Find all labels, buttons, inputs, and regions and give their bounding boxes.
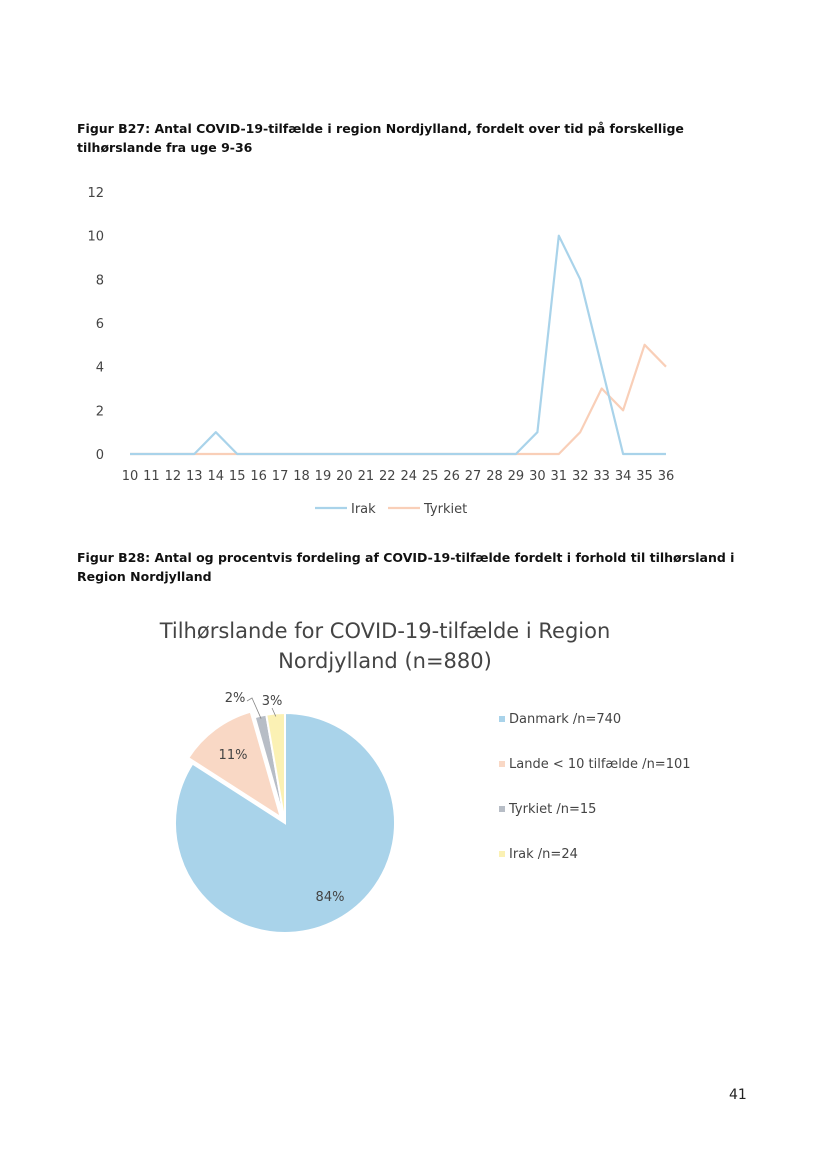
pie-data-label-tyrkiet: 2% bbox=[225, 691, 246, 706]
x-tick-label: 15 bbox=[229, 469, 246, 484]
x-tick-label: 31 bbox=[551, 469, 568, 484]
x-tick-label: 24 bbox=[400, 469, 417, 484]
legend-swatch-danmark bbox=[499, 716, 505, 722]
pie-data-label-lande-under-10: 11% bbox=[219, 748, 248, 763]
pie-data-label-danmark: 84% bbox=[316, 890, 345, 905]
x-tick-label: 28 bbox=[486, 469, 503, 484]
pie-slice-irak bbox=[265, 711, 286, 824]
legend-swatch-lande-under-10 bbox=[499, 761, 505, 767]
x-tick-label: 11 bbox=[143, 469, 160, 484]
x-tick-label: 13 bbox=[186, 469, 203, 484]
y-tick-label: 8 bbox=[96, 273, 104, 288]
x-tick-label: 36 bbox=[658, 469, 675, 484]
legend-label-tyrkiet: Tyrkiet /n=15 bbox=[508, 802, 596, 817]
x-tick-label: 33 bbox=[593, 469, 610, 484]
page-number: 41 bbox=[729, 1087, 747, 1103]
x-tick-label: 17 bbox=[272, 469, 289, 484]
pie-chart: Tilhørslande for COVID-19-tilfælde i Reg… bbox=[159, 619, 691, 934]
series-line-irak bbox=[130, 234, 666, 456]
x-tick-label: 32 bbox=[572, 469, 589, 484]
legend-label-lande-under-10: Lande < 10 tilfælde /n=101 bbox=[509, 757, 691, 772]
legend-label-irak: Irak bbox=[351, 502, 376, 517]
x-tick-label: 35 bbox=[636, 469, 653, 484]
x-tick-label: 16 bbox=[250, 469, 267, 484]
pie-chart-title-line2: Nordjylland (n=880) bbox=[278, 649, 492, 673]
x-tick-label: 21 bbox=[358, 469, 375, 484]
leader-line-irak bbox=[271, 707, 277, 717]
x-tick-label: 22 bbox=[379, 469, 396, 484]
x-tick-label: 27 bbox=[465, 469, 482, 484]
y-tick-label: 12 bbox=[87, 186, 104, 201]
legend-label-tyrkiet: Tyrkiet bbox=[423, 502, 467, 517]
legend-swatch-tyrkiet bbox=[499, 806, 505, 812]
y-tick-label: 0 bbox=[96, 448, 104, 463]
x-tick-label: 34 bbox=[615, 469, 632, 484]
pie-chart-title-line1: Tilhørslande for COVID-19-tilfælde i Reg… bbox=[159, 619, 611, 643]
figure-b27-caption: Figur B27: Antal COVID-19-tilfælde i reg… bbox=[77, 121, 684, 155]
pie-data-label-irak: 3% bbox=[262, 694, 283, 709]
x-tick-label: 25 bbox=[422, 469, 439, 484]
x-tick-label: 29 bbox=[508, 469, 525, 484]
x-tick-label: 10 bbox=[122, 469, 139, 484]
x-tick-label: 18 bbox=[293, 469, 310, 484]
leader-line-tyrkiet bbox=[246, 697, 262, 719]
y-tick-label: 6 bbox=[96, 317, 104, 332]
pie-slice-lande-under-10 bbox=[186, 710, 283, 820]
legend-label-danmark: Danmark /n=740 bbox=[509, 712, 621, 727]
x-tick-label: 26 bbox=[443, 469, 460, 484]
figure-b28-caption: Figur B28: Antal og procentvis fordeling… bbox=[77, 550, 735, 584]
y-tick-label: 4 bbox=[96, 361, 104, 376]
x-tick-label: 12 bbox=[165, 469, 182, 484]
y-tick-label: 2 bbox=[96, 404, 104, 419]
x-tick-label: 30 bbox=[529, 469, 546, 484]
y-tick-label: 10 bbox=[87, 230, 104, 245]
x-tick-label: 14 bbox=[207, 469, 224, 484]
x-tick-label: 20 bbox=[336, 469, 353, 484]
legend-swatch-irak bbox=[499, 851, 505, 857]
x-tick-label: 19 bbox=[315, 469, 332, 484]
legend-label-irak: Irak /n=24 bbox=[509, 847, 578, 862]
